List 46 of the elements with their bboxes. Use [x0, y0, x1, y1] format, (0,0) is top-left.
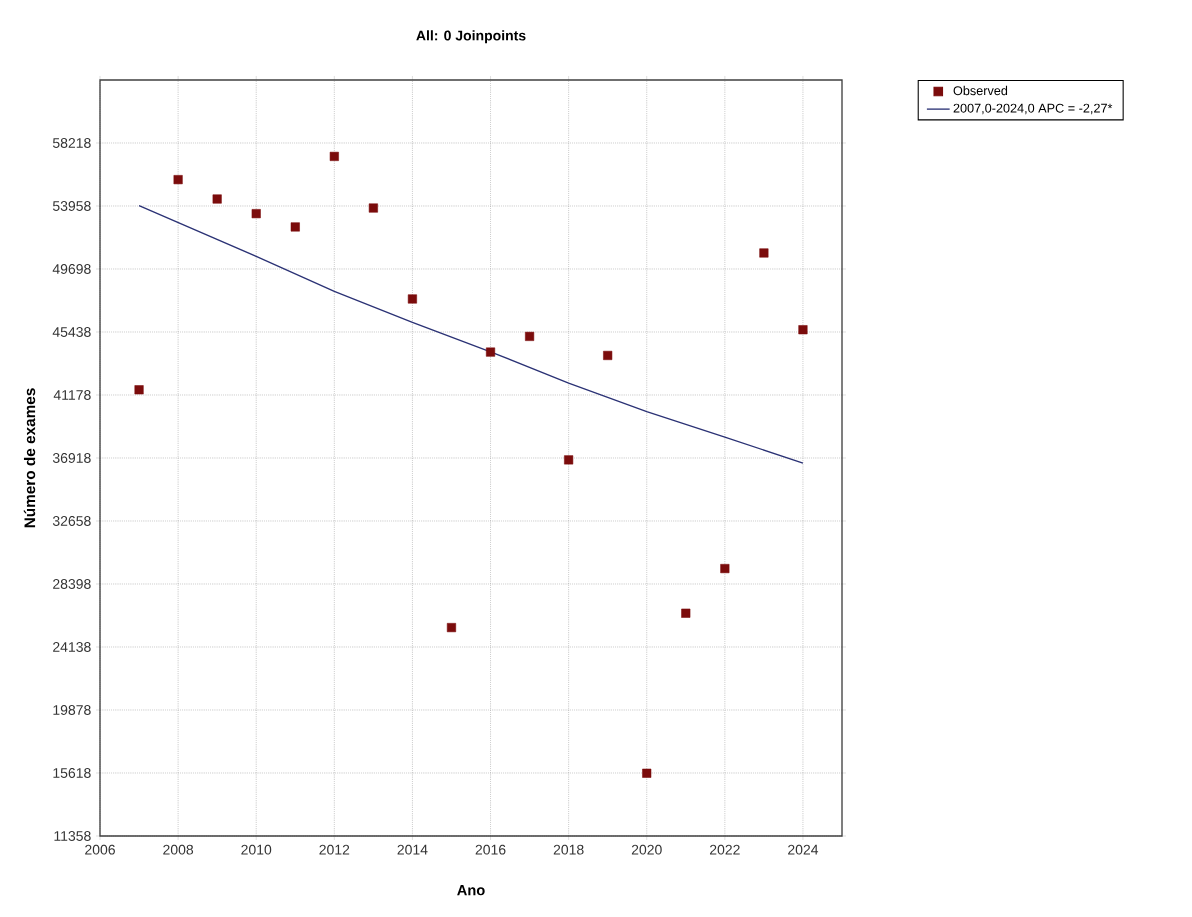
- y-axis-title: Número de exames: [23, 388, 36, 528]
- point: [329, 151, 339, 161]
- point: [525, 331, 535, 341]
- x-tick-label: 2024: [788, 844, 819, 855]
- x-tick-label: 2022: [709, 844, 740, 855]
- point: [681, 608, 691, 618]
- line-series: [138, 204, 804, 464]
- x-axis-title: Ano: [457, 885, 485, 896]
- chart-title: All: 0 Joinpoints: [416, 30, 526, 44]
- y-tick-label: 58218: [52, 138, 91, 148]
- point: [251, 209, 261, 219]
- y-tick-label: 45438: [52, 327, 91, 337]
- point: [134, 385, 144, 395]
- y-tick-label: 19878: [53, 705, 91, 715]
- point: [564, 455, 574, 465]
- x-tick-label: 2006: [85, 844, 115, 855]
- point: [759, 248, 769, 258]
- x-tick-label: 2020: [631, 844, 662, 855]
- legend-label: 2007,0-2024,0 APC = -2,27*: [953, 103, 1113, 115]
- y-tick-label: 28398: [53, 579, 91, 589]
- x-tick-label: 2012: [319, 844, 350, 855]
- x-tick-label: 2016: [475, 844, 506, 855]
- point: [603, 350, 613, 360]
- y-tick-label: 24138: [53, 642, 91, 652]
- y-tick-label: 11358: [54, 831, 91, 841]
- x-tick-label: 2014: [397, 844, 428, 855]
- point: [212, 194, 222, 204]
- point: [720, 564, 730, 574]
- point: [486, 347, 496, 357]
- point: [798, 325, 808, 335]
- y-tick-label: 32658: [52, 516, 91, 526]
- point: [368, 203, 378, 213]
- point: [446, 623, 457, 633]
- y-tick-label: 15618: [53, 768, 91, 778]
- y-tick-label: 53958: [52, 201, 91, 211]
- y-tick-label: 49698: [52, 264, 91, 274]
- x-tick-label: 2018: [553, 844, 584, 855]
- point: [173, 175, 183, 185]
- legend-label: Observed: [953, 85, 1008, 96]
- y-tick-label: 41178: [53, 390, 91, 400]
- y-tick-label: 36918: [52, 453, 91, 463]
- point: [290, 222, 300, 232]
- x-tick-label: 2010: [241, 844, 272, 855]
- point: [407, 294, 417, 304]
- x-tick-label: 2008: [163, 844, 194, 855]
- point: [642, 768, 652, 778]
